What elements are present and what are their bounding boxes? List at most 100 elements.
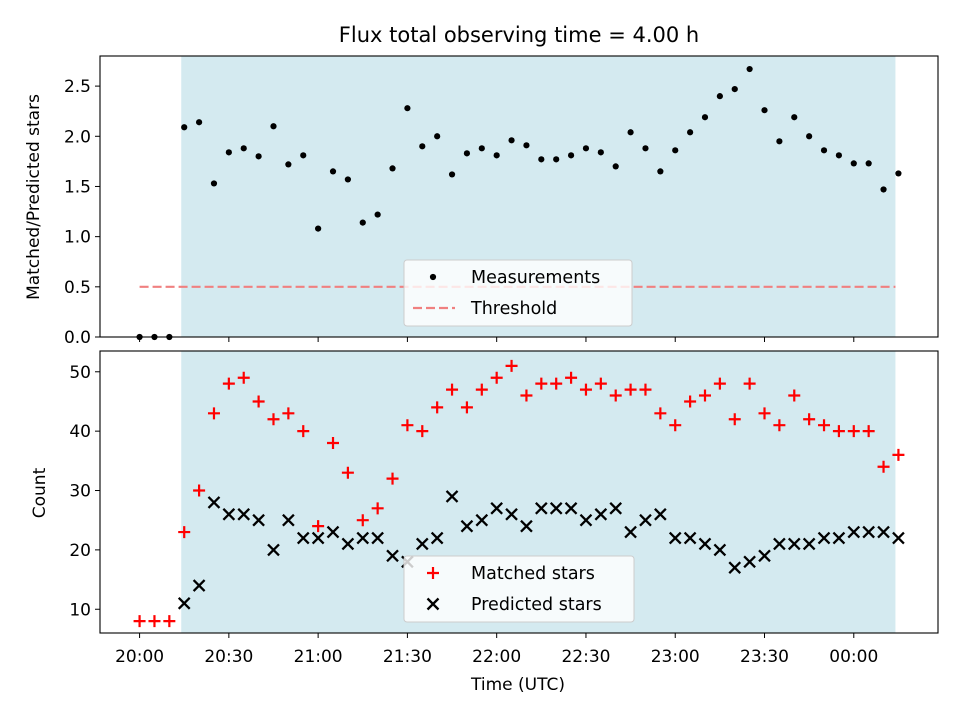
predicted-star-marker — [564, 502, 578, 515]
matched-star-marker — [520, 389, 533, 402]
matched-star-marker — [356, 514, 369, 527]
predicted-star-marker — [371, 531, 384, 545]
matched-star-marker — [609, 389, 622, 402]
measurement-point — [463, 150, 471, 157]
matched-star-marker — [698, 389, 711, 402]
y-tick-label: 2.5 — [64, 77, 91, 97]
matched-star-marker — [133, 615, 146, 628]
matched-star-marker — [832, 425, 845, 438]
predicted-star-marker — [668, 531, 682, 545]
predicted-star-marker — [267, 543, 280, 557]
legend-matched-marker — [427, 567, 439, 579]
measurement-point — [493, 152, 500, 159]
matched-star-marker — [684, 395, 697, 408]
legend-threshold-label: Threshold — [470, 299, 557, 319]
matched-star-marker — [892, 448, 905, 461]
predicted-star-marker — [296, 531, 310, 545]
measurement-point — [701, 114, 709, 121]
matched-star-marker — [788, 389, 801, 402]
matched-star-marker — [818, 419, 831, 432]
measurement-point — [612, 163, 619, 170]
measurement-point — [434, 133, 441, 140]
y-tick-label: 2.0 — [64, 127, 91, 147]
matched-star-marker — [505, 359, 518, 372]
measurement-point — [195, 119, 203, 126]
measurement-point — [538, 156, 545, 163]
predicted-star-marker — [415, 537, 429, 551]
y-tick-label: 1.5 — [64, 177, 91, 197]
measurement-point — [210, 180, 218, 187]
measurement-point — [270, 123, 277, 130]
matched-star-marker — [252, 395, 265, 408]
measurement-point — [329, 168, 337, 175]
y-tick-label: 40 — [69, 422, 91, 442]
predicted-star-marker — [549, 502, 563, 515]
measurement-point — [389, 165, 396, 172]
matched-star-marker — [803, 413, 816, 426]
measurement-point — [523, 142, 530, 149]
measurement-point — [880, 186, 887, 193]
measurement-point — [508, 137, 515, 144]
predicted-star-marker — [847, 525, 861, 539]
x-tick-label: 21:30 — [383, 647, 432, 667]
measurement-point — [359, 219, 366, 226]
legend-top: Measurements Threshold — [403, 259, 633, 327]
predicted-star-marker — [877, 525, 890, 539]
measurement-point — [806, 133, 813, 140]
predicted-star-marker — [713, 543, 727, 557]
legend-bottom: Matched stars Predicted stars — [403, 555, 635, 623]
predicted-star-marker — [177, 597, 191, 610]
predicted-star-marker — [341, 537, 355, 551]
predicted-star-marker — [460, 519, 474, 533]
y-tick-label: 30 — [69, 482, 91, 502]
predicted-star-marker — [311, 531, 325, 545]
measurement-point — [404, 105, 411, 112]
matched-star-marker — [758, 407, 771, 420]
predicted-star-marker — [892, 531, 905, 545]
matched-star-marker — [267, 413, 280, 426]
measurement-point — [865, 160, 872, 167]
matched-star-marker — [475, 383, 488, 396]
legend-measurements-label: Measurements — [471, 268, 600, 288]
predicted-star-marker — [743, 555, 756, 569]
matched-star-marker — [594, 377, 607, 390]
chart-title: Flux total observing time = 4.00 h — [339, 23, 699, 47]
predicted-star-marker — [222, 507, 236, 521]
matched-star-marker — [743, 377, 756, 390]
matched-star-marker — [431, 401, 444, 414]
y-tick-label: 0.5 — [64, 278, 91, 298]
matched-star-marker — [624, 383, 637, 396]
measurement-point — [553, 156, 560, 163]
predicted-star-marker — [802, 537, 816, 551]
matched-star-marker — [847, 425, 860, 438]
predicted-star-marker — [535, 502, 548, 515]
measurement-point — [687, 129, 694, 136]
matched-star-marker — [193, 484, 206, 497]
matched-star-marker — [773, 419, 786, 432]
predicted-star-marker — [594, 507, 608, 521]
predicted-star-marker — [624, 525, 637, 539]
measurement-point — [448, 171, 456, 178]
x-axis-label: Time (UTC) — [470, 675, 565, 695]
predicted-star-marker — [252, 513, 265, 527]
matched-star-marker — [163, 615, 176, 628]
legend-matched-label: Matched stars — [471, 564, 595, 584]
y-tick-label: 20 — [69, 541, 91, 561]
legend-predicted-marker — [426, 597, 440, 611]
matched-star-marker — [297, 425, 310, 438]
legend-predicted-label: Predicted stars — [471, 595, 602, 615]
predicted-star-marker — [207, 496, 221, 509]
x-tick-label: 23:30 — [740, 647, 789, 667]
measurement-point — [776, 138, 783, 145]
top-y-axis-label: Matched/Predicted stars — [24, 94, 44, 300]
x-tick-label: 22:30 — [561, 647, 610, 667]
measurement-point — [642, 145, 649, 152]
predicted-star-marker — [490, 502, 503, 515]
matched-star-marker — [401, 419, 414, 432]
predicted-star-marker — [192, 579, 206, 592]
matched-star-marker — [148, 615, 161, 628]
matched-star-marker — [877, 460, 890, 473]
measurement-point — [240, 145, 247, 152]
predicted-star-marker — [787, 537, 801, 551]
